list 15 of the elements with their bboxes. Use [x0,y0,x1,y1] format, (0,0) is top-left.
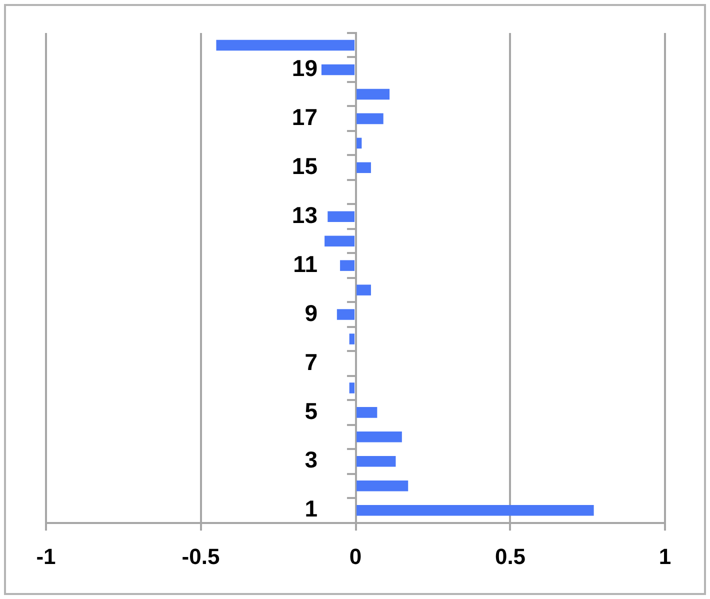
x-tick-label: 1 [658,544,672,569]
y-tick-label: 19 [292,55,318,82]
y-tick-label: 17 [292,104,318,130]
y-tick-label: 7 [304,348,318,375]
x-tick-label: -1 [36,544,56,569]
y-tick-label: 9 [304,300,318,326]
x-tick-label: 0.5 [494,544,526,569]
y-tick-label: 3 [304,446,318,473]
y-tick-label: 15 [292,152,318,179]
y-tick-label: 13 [292,202,318,228]
y-tick-label: 1 [304,496,318,522]
y-tick-label: 5 [304,398,318,424]
y-tick-label: 11 [293,250,318,277]
x-tick-label: -0.5 [182,544,220,569]
x-tick-label: 0 [349,544,362,569]
